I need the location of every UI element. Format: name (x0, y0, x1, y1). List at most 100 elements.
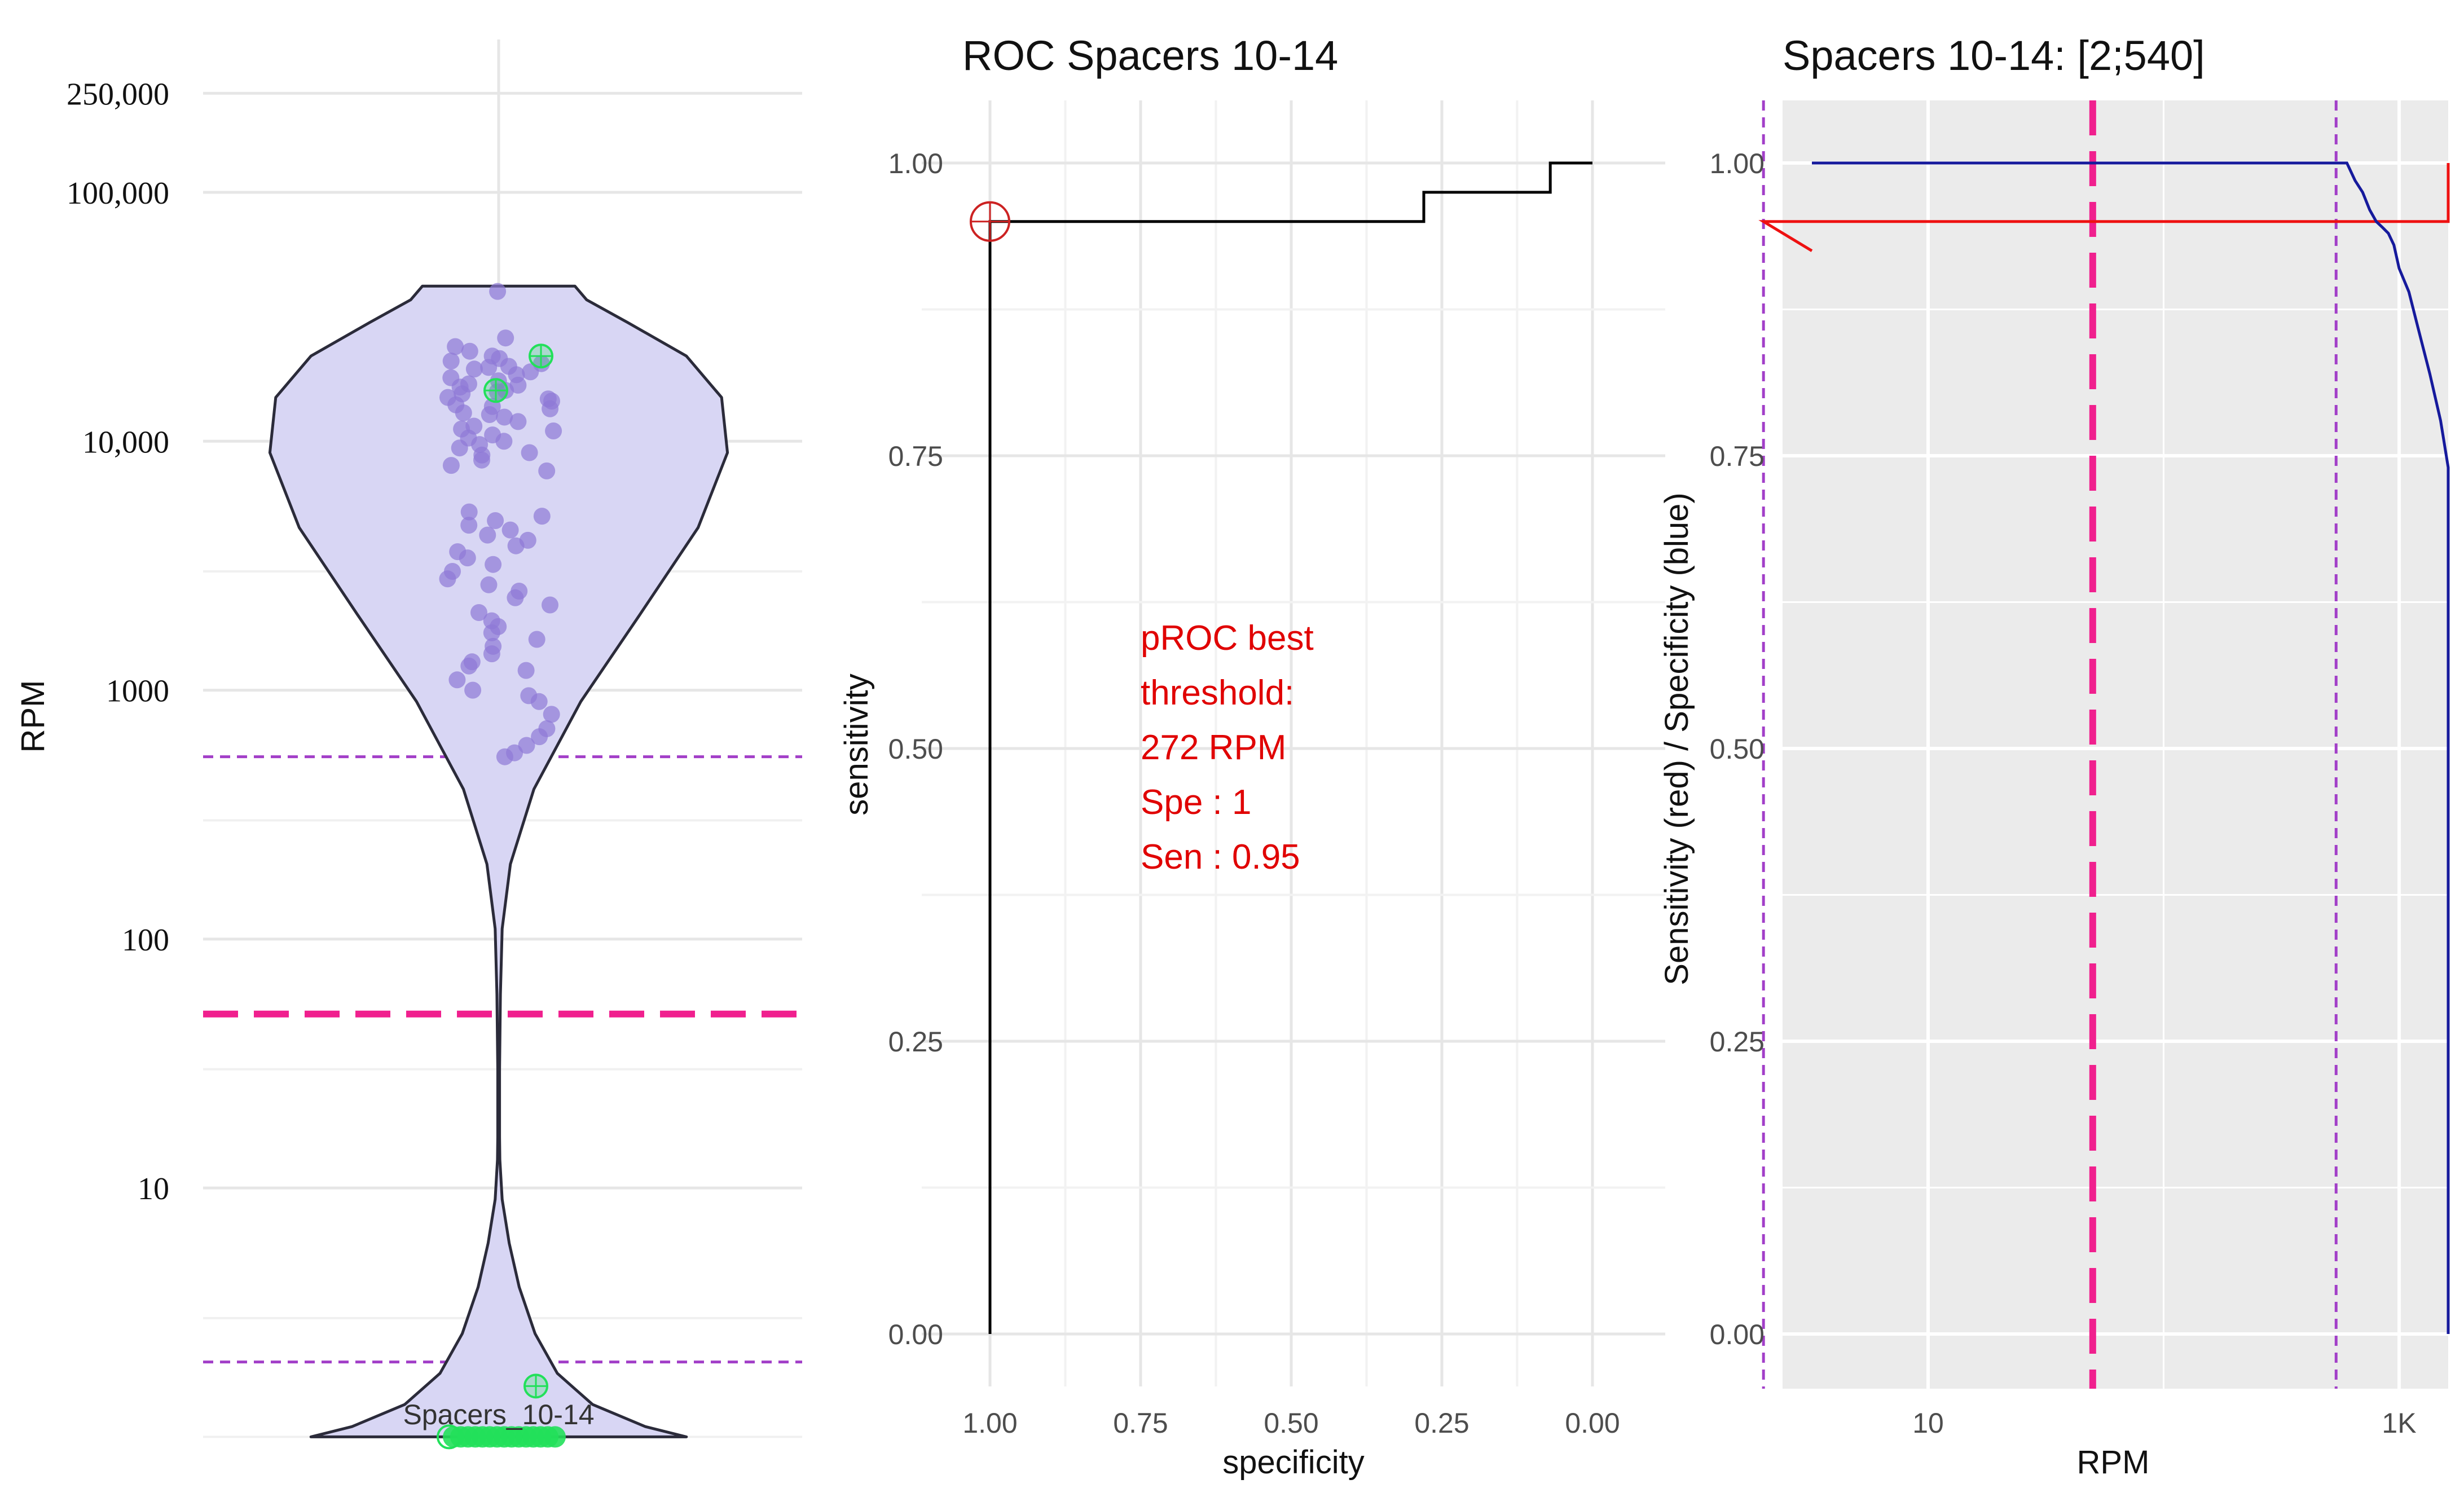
violin-data-point (522, 363, 539, 381)
roc-annotation-line: Sen : 0.95 (1141, 838, 1300, 877)
violin-zero-point (544, 1426, 566, 1448)
roc-y-tick-label: 0.50 (888, 733, 943, 765)
roc-annotation-line: 272 RPM (1141, 728, 1286, 767)
violin-data-point (497, 329, 514, 347)
roc-annotation-line: threshold: (1141, 673, 1294, 712)
roc-y-axis-label: sensitivity (838, 673, 875, 815)
violin-data-point (538, 462, 556, 479)
roc-annotation: pROC best threshold: 272 RPM Spe : 1 Sen : 0… (1141, 619, 1314, 877)
violin-data-point (461, 342, 478, 360)
roc-y-tick-label: 1.00 (888, 148, 943, 179)
sens-spec-x-tick-label: 10 (1912, 1407, 1944, 1439)
violin-y-tick-label: 250,000 (67, 77, 169, 112)
violin-data-point (460, 657, 478, 675)
violin-data-point (507, 589, 524, 606)
violin-data-point (528, 631, 545, 648)
sens-spec-y-tick-label: 0.00 (1710, 1319, 1765, 1350)
violin-data-point (442, 353, 460, 370)
violin-data-point (479, 526, 496, 544)
sens-spec-x-tick-label: 1K (2382, 1407, 2416, 1439)
violin-points (437, 283, 566, 1450)
roc-x-tick-label: 1.00 (962, 1407, 1017, 1439)
roc-x-tick-label: 0.75 (1113, 1407, 1168, 1439)
sens-spec-y-tick-label: 0.25 (1710, 1026, 1765, 1058)
violin-highlight-marker (483, 378, 508, 403)
sensitivity-line (1758, 163, 2450, 252)
roc-gridlines (922, 100, 1665, 1386)
violin-data-point (483, 624, 500, 641)
roc-title: ROC Spacers 10-14 (962, 32, 1338, 79)
roc-best-threshold-marker (970, 201, 1010, 242)
violin-data-point (465, 360, 483, 378)
roc-annotation-line: Spe : 1 (1141, 783, 1251, 822)
sens-spec-x-axis-label: RPM (2077, 1444, 2150, 1481)
violin-data-point (495, 433, 513, 450)
violin-highlight-marker (523, 1373, 548, 1399)
roc-x-axis-label: specificity (1222, 1444, 1364, 1481)
roc-y-tick-label: 0.75 (888, 441, 943, 472)
violin-data-point (459, 549, 476, 567)
sens-spec-threshold-lines (1762, 100, 2338, 1389)
violin-data-point (481, 406, 498, 423)
violin-data-point (509, 413, 527, 430)
violin-data-point (542, 400, 559, 417)
roc-annotation-line: pROC best (1141, 619, 1314, 658)
violin-data-point (496, 748, 513, 765)
violin-data-point (543, 706, 560, 723)
sens-spec-y-tick-label: 1.00 (1710, 148, 1765, 179)
sens-spec-title: Spacers 10-14: [2;540] (1783, 32, 2205, 79)
sens-spec-tick-labels: 101K100K0.000.250.500.751.00 (1710, 148, 2417, 1439)
violin-zero-point-open (437, 1424, 461, 1450)
violin-category-label: Spacers_10-14 (403, 1399, 594, 1430)
violin-data-point (473, 451, 490, 469)
roc-y-tick-label: 0.00 (888, 1319, 943, 1350)
roc-tick-labels: 1.00 0.75 0.50 0.25 0.00 0.00 0.25 0.50 0.75 1.00 (888, 148, 1620, 1439)
violin-data-point (455, 404, 472, 421)
violin-data-point (531, 728, 548, 746)
violin-data-point (480, 576, 498, 593)
violin-data-point (489, 383, 506, 400)
sens-spec-y-tick-label: 0.50 (1710, 733, 1765, 765)
violin-y-tick-label: 100 (122, 923, 169, 958)
violin-data-point (487, 512, 504, 529)
specificity-line (1812, 161, 2450, 1334)
violin-data-point (545, 422, 562, 439)
violin-y-ticks: 250,000 100,000 10,000 1000 100 10 (67, 77, 169, 1207)
sens-spec-plot-background (1783, 100, 2448, 1389)
sens-spec-y-axis-label: Sensitivity (red) / Specificity (blue) (1658, 492, 1695, 985)
violin-data-point (439, 570, 456, 588)
violin-data-point (483, 645, 500, 663)
violin-data-point (448, 671, 466, 689)
violin-data-point (530, 693, 548, 710)
violin-reference-lines (203, 755, 802, 1364)
roc-x-tick-label: 0.50 (1264, 1407, 1318, 1439)
violin-y-tick-label: 10 (138, 1172, 169, 1207)
violin-data-point (542, 596, 558, 614)
violin-y-tick-label: 100,000 (67, 176, 169, 211)
roc-x-tick-label: 0.00 (1565, 1407, 1620, 1439)
violin-data-point (470, 604, 487, 621)
violin-highlight-marker (529, 344, 553, 369)
violin-data-point (447, 338, 464, 355)
violin-data-point (501, 521, 519, 539)
violin-y-tick-label: 1000 (106, 674, 169, 709)
violin-data-point (496, 408, 513, 426)
violin-data-point (518, 737, 535, 754)
sens-spec-y-tick-label: 0.75 (1710, 441, 1765, 472)
violin-data-point (521, 444, 538, 461)
roc-y-tick-label: 0.25 (888, 1026, 943, 1058)
sens-spec-panel: 101K100K0.000.250.500.751.00 Spacers 10-… (1658, 32, 2450, 1481)
violin-data-point (507, 537, 525, 554)
roc-curve-panel: 1.00 0.75 0.50 0.25 0.000.000.250.500.751.00… (838, 32, 1665, 1481)
violin-data-point (460, 517, 478, 534)
violin-plot-panel: 250,000 100,000 10,000 1000 100 10 RPM Spacer… (15, 39, 802, 1450)
violin-data-point (489, 283, 507, 300)
violin-data-point (517, 662, 535, 679)
violin-data-point (464, 681, 482, 699)
violin-y-tick-label: 10,000 (82, 425, 169, 460)
violin-data-point (480, 359, 498, 376)
violin-data-point (451, 439, 468, 457)
violin-shape (268, 284, 729, 1438)
roc-x-tick-label: 0.25 (1414, 1407, 1469, 1439)
